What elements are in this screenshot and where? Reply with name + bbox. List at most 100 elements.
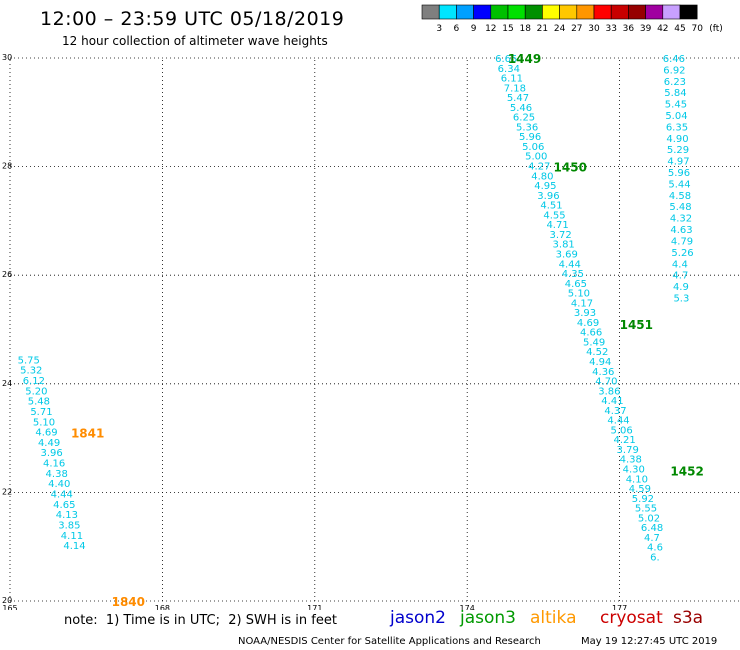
swh-value-label: 5.00 xyxy=(525,152,547,163)
swh-value-label: 4.10 xyxy=(626,474,648,485)
x-tick-label: 177 xyxy=(612,604,627,610)
swh-value-label: 4.69 xyxy=(35,428,57,439)
swh-value-label: 5.04 xyxy=(665,111,687,122)
color-scale-label: 9 xyxy=(471,24,477,34)
swh-value-label: 6.48 xyxy=(641,523,663,534)
swh-value-label: 5.06 xyxy=(522,142,544,153)
swh-value-label: 4.27 xyxy=(528,162,550,173)
swh-value-label: 6.46 xyxy=(663,54,685,65)
swh-value-label: 3.81 xyxy=(553,240,575,251)
swh-value-label: 3.79 xyxy=(617,445,639,456)
swh-value-label: 4.17 xyxy=(571,298,593,309)
swh-value-label: 4.30 xyxy=(623,465,645,476)
pass-number-label: 1451 xyxy=(620,318,653,332)
swh-value-label: 4.36 xyxy=(592,367,614,378)
swh-value-label: 4.79 xyxy=(671,236,693,247)
swh-value-label: 4.66 xyxy=(580,328,602,339)
color-scale-label: 42 xyxy=(657,24,668,34)
swh-value-label: 5.10 xyxy=(568,289,590,300)
swh-value-label: 4.65 xyxy=(53,500,75,511)
swh-value-label: 5.20 xyxy=(25,386,47,397)
swh-value-label: 4.13 xyxy=(56,510,78,521)
color-scale-label: 45 xyxy=(674,24,685,34)
legend-jason3: jason3 xyxy=(460,608,516,628)
swh-value-label: 4.44 xyxy=(559,259,581,270)
color-scale-label: 70 xyxy=(691,24,703,34)
swh-value-label: 4.41 xyxy=(601,396,623,407)
swh-value-label: 5.10 xyxy=(33,417,55,428)
swh-value-label: 6.12 xyxy=(23,376,45,387)
swh-value-label: 4.6 xyxy=(647,543,663,554)
swh-value-label: 5.02 xyxy=(638,513,660,524)
swh-value-label: 5.44 xyxy=(668,179,690,190)
swh-value-label: 3.72 xyxy=(549,230,571,241)
swh-value-label: 4.59 xyxy=(629,484,651,495)
swh-value-label: 5.71 xyxy=(30,407,52,418)
swh-value-label: 5.96 xyxy=(519,132,541,143)
swh-value-label: 4.97 xyxy=(667,157,689,168)
x-tick-label: 168 xyxy=(155,604,170,610)
swh-value-label: 4.40 xyxy=(48,479,70,490)
legend-cryosat: cryosat xyxy=(600,608,663,628)
swh-value-label: 4.38 xyxy=(46,469,68,480)
swh-value-label: 5.84 xyxy=(664,88,686,99)
swh-value-label: 4.32 xyxy=(670,214,692,225)
swh-value-label: 5.92 xyxy=(632,494,654,505)
color-scale-label: 27 xyxy=(571,24,582,34)
y-tick-label: 24 xyxy=(2,379,12,388)
color-scale-unit: (ft) xyxy=(709,24,723,34)
swh-value-label: 4.80 xyxy=(531,171,553,182)
y-tick-label: 20 xyxy=(2,596,12,605)
swh-value-label: 4.9 xyxy=(673,282,689,293)
swh-value-label: 4.90 xyxy=(666,134,688,145)
swh-value-label: 4.4 xyxy=(672,259,688,270)
swh-value-label: 5.32 xyxy=(20,366,42,377)
x-tick-label: 165 xyxy=(2,604,17,610)
legend-altika: altika xyxy=(530,608,577,628)
color-scale-label: 3 xyxy=(436,24,442,34)
swh-value-label: 5.45 xyxy=(665,100,687,111)
swh-value-label: 5.46 xyxy=(510,103,532,114)
swh-value-label: 4.94 xyxy=(589,357,611,368)
swh-value-label: 4.51 xyxy=(540,201,562,212)
swh-value-label: 4.37 xyxy=(604,406,626,417)
y-tick-label: 28 xyxy=(2,162,12,171)
swh-value-label: 4.14 xyxy=(63,541,85,552)
swh-value-label: 6.34 xyxy=(498,64,520,75)
y-tick-label: 30 xyxy=(2,53,12,62)
swh-value-label: 4.71 xyxy=(546,220,568,231)
legend-jason2: jason2 xyxy=(390,608,446,628)
swh-value-label: 5.47 xyxy=(507,93,529,104)
swh-value-label: 4.44 xyxy=(51,489,73,500)
y-tick-label: 22 xyxy=(2,487,12,496)
swh-value-label: 4.69 xyxy=(577,318,599,329)
swh-value-label: 7.18 xyxy=(504,83,526,94)
swh-value-label: 4.44 xyxy=(607,416,629,427)
color-scale-label: 24 xyxy=(554,24,566,34)
pass-number-label: 1449 xyxy=(508,52,541,66)
swh-value-label: 4.7 xyxy=(644,533,660,544)
swh-value-label: 4.58 xyxy=(669,191,691,202)
pass-number-label: 1450 xyxy=(554,161,587,175)
swh-value-label: 3.85 xyxy=(58,520,80,531)
color-scale-label: 39 xyxy=(640,24,652,34)
swh-value-label: 5.06 xyxy=(610,425,632,436)
color-scale-label: 21 xyxy=(537,24,548,34)
swh-value-label: 3.93 xyxy=(574,308,596,319)
credit-line: NOAA/NESDIS Center for Satellite Applica… xyxy=(238,636,541,647)
color-scale-label: 15 xyxy=(502,24,513,34)
swh-value-label: 3.86 xyxy=(598,386,620,397)
swh-value-label: 6.25 xyxy=(513,113,535,124)
swh-value-label: 3.69 xyxy=(556,249,578,260)
swh-value-label: 6.35 xyxy=(666,122,688,133)
footer-note: note: 1) Time is in UTC; 2) SWH is in fe… xyxy=(64,613,337,628)
color-scale-label: 12 xyxy=(485,24,496,34)
swh-value-label: 4.52 xyxy=(586,347,608,358)
page-subtitle: 12 hour collection of altimeter wave hei… xyxy=(62,34,328,48)
swh-value-label: 5.36 xyxy=(516,122,538,133)
page-title: 12:00 – 23:59 UTC 05/18/2019 xyxy=(40,8,345,30)
swh-value-label: 6.92 xyxy=(663,65,685,76)
x-tick-label: 174 xyxy=(460,604,475,610)
color-scale-label: 6 xyxy=(454,24,460,34)
swh-value-label: 5.49 xyxy=(583,337,605,348)
